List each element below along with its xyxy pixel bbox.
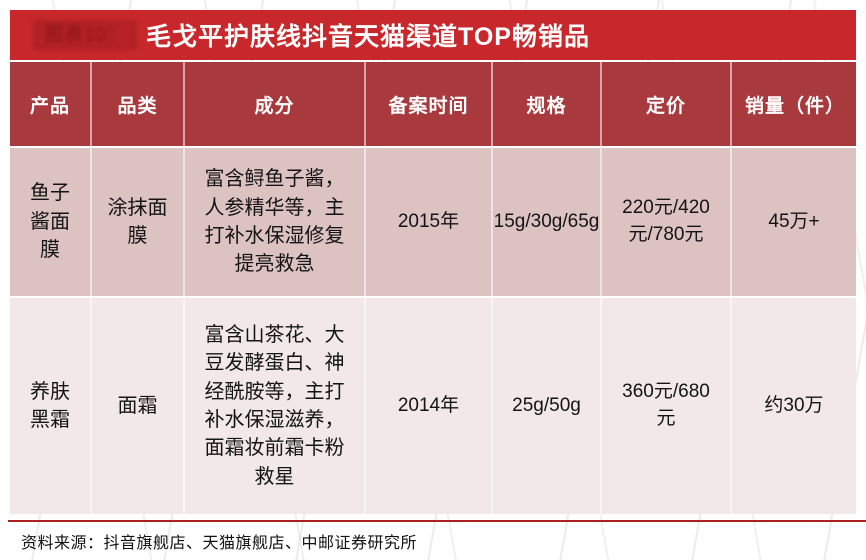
footer-divider-line [8, 520, 866, 522]
table-row-1-filing-time: 2015年 [364, 146, 491, 296]
title-banner: 图表10： 毛戈平护肤线抖音天猫渠道TOP畅销品 [10, 10, 856, 60]
column-header-ingredients: 成分 [183, 62, 364, 146]
table-row-2-product: 养肤黑霜 [10, 296, 90, 514]
column-header-spec: 规格 [491, 62, 600, 146]
table-row-2-price: 360元/680元 [600, 296, 730, 514]
table-row-1-product: 鱼子酱面膜 [10, 146, 90, 296]
column-header-product: 产品 [10, 62, 90, 146]
obscured-figure-label: 图表10： [34, 21, 136, 49]
top-sellers-table: 产品 品类 成分 备案时间 规格 定价 销量（件） 鱼子酱面膜 涂抹面膜 富含鲟… [10, 62, 856, 514]
table-row-2-filing-time: 2014年 [364, 296, 491, 514]
column-header-price: 定价 [600, 62, 730, 146]
table-row-2-spec: 25g/50g [491, 296, 600, 514]
column-header-sales: 销量（件） [730, 62, 856, 146]
table-row-2-sales: 约30万 [730, 296, 856, 514]
table-row-1-ingredients: 富含鲟鱼子酱，人参精华等，主打补水保湿修复提亮救急 [183, 146, 364, 296]
column-header-category: 品类 [90, 62, 183, 146]
table-row-1-sales: 45万+ [730, 146, 856, 296]
table-row-2-category: 面霜 [90, 296, 183, 514]
table-row-1-spec: 15g/30g/65g [491, 146, 600, 296]
page-title: 毛戈平护肤线抖音天猫渠道TOP畅销品 [146, 23, 590, 51]
table-row-2-ingredients: 富含山茶花、大豆发酵蛋白、神经酰胺等，主打补水保湿滋养，面霜妆前霜卡粉救星 [183, 296, 364, 514]
column-header-filing-time: 备案时间 [364, 62, 491, 146]
table-row-1-category: 涂抹面膜 [90, 146, 183, 296]
data-source-note: 资料来源：抖音旗舰店、天猫旗舰店、中邮证券研究所 [21, 535, 418, 552]
table-row-1-price: 220元/420元/780元 [600, 146, 730, 296]
